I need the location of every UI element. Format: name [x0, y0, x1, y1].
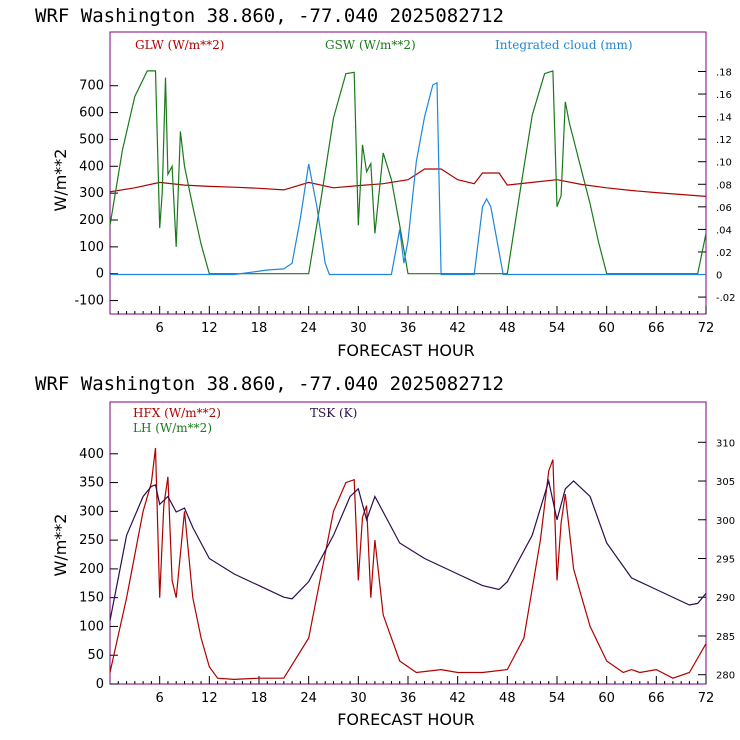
top-y-label: W/m**2	[51, 149, 70, 212]
x-tick-label: 48	[499, 691, 516, 706]
series-line-integrated	[110, 81, 706, 276]
y-tick-label: 250	[79, 533, 104, 548]
x-tick-label: 12	[201, 321, 218, 336]
y2-tick-label: -.02	[716, 293, 736, 304]
bottom-y-label: W/m**2	[51, 514, 70, 577]
x-tick-label: 30	[350, 321, 367, 336]
top-chart-title: WRF Washington 38.860, -77.040 202508271…	[35, 5, 504, 27]
y2-tick-label: .14	[716, 113, 732, 124]
y2-tick-label: 310	[716, 438, 735, 449]
top-y-axis: -100 0 100 200 300 400 500 600 700	[74, 79, 118, 309]
y-tick-label: 700	[79, 79, 104, 94]
bottom-x-label: FORECAST HOUR	[337, 710, 475, 729]
bottom-y-axis: 0 50 100 150 200 250 300 350 400	[79, 447, 118, 692]
series-line-hfx	[109, 447, 707, 681]
bottom-y2-axis: 280 285 290 295 300 305 310	[698, 438, 735, 682]
y2-tick-label: .08	[716, 180, 732, 191]
top-chart: WRF Washington 38.860, -77.040 202508271…	[35, 5, 736, 360]
bottom-plot-frame	[109, 401, 707, 685]
y-tick-label: 300	[79, 504, 104, 519]
series-line-glw	[109, 168, 707, 197]
x-tick-label: 30	[350, 691, 367, 706]
top-x-label: FORECAST HOUR	[337, 341, 475, 360]
top-series-group	[109, 70, 707, 276]
y2-tick-label: .18	[716, 67, 732, 78]
x-tick-label: 42	[449, 321, 466, 336]
y-tick-label: 600	[79, 106, 104, 121]
series-line-tsk	[109, 478, 707, 621]
x-tick-label: 72	[698, 691, 715, 706]
x-tick-label: 66	[648, 321, 665, 336]
y2-tick-label: 295	[716, 554, 735, 565]
y-tick-label: 300	[79, 186, 104, 201]
x-tick-label: 36	[400, 321, 417, 336]
x-tick-label: 48	[499, 321, 516, 336]
x-tick-label: 72	[698, 321, 715, 336]
y-tick-label: 200	[79, 213, 104, 228]
y2-tick-label: .10	[716, 158, 732, 169]
bottom-x-axis: 6 12 18 24 30 36 42 48 54 60 66 72	[117, 676, 715, 706]
x-tick-label: 24	[300, 691, 317, 706]
x-tick-label: 24	[300, 321, 317, 336]
legend-glw: GLW (W/m**2)	[135, 38, 224, 52]
x-tick-label: 12	[201, 691, 218, 706]
x-tick-label: 18	[251, 321, 268, 336]
x-tick-label: 54	[549, 691, 566, 706]
y2-tick-label: 0	[716, 271, 722, 282]
series-line-gsw	[109, 70, 707, 275]
y-tick-label: 50	[87, 648, 104, 663]
y2-tick-label: .12	[716, 135, 732, 146]
x-tick-label: 36	[400, 691, 417, 706]
x-tick-label: 6	[156, 321, 164, 336]
y-tick-label: 400	[79, 159, 104, 174]
y2-tick-label: .02	[716, 248, 732, 259]
y2-tick-label: 290	[716, 593, 735, 604]
x-tick-label: 6	[156, 691, 164, 706]
x-tick-label: 60	[598, 321, 615, 336]
top-y2-axis: -.02 0 .02 .04 .06 .08 .10 .12 .14 .16 .18	[698, 67, 736, 304]
x-tick-label: 66	[648, 691, 665, 706]
legend-cloud: Integrated cloud (mm)	[495, 38, 633, 52]
legend-lh: LH (W/m**2)	[133, 421, 212, 435]
y-tick-label: 100	[79, 240, 104, 255]
y-tick-label: -100	[74, 294, 104, 309]
x-tick-label: 18	[251, 691, 268, 706]
y2-tick-label: .16	[716, 90, 732, 101]
y-tick-label: 200	[79, 562, 104, 577]
legend-hfx: HFX (W/m**2)	[133, 406, 221, 420]
y2-tick-label: 280	[716, 671, 735, 682]
y-tick-label: 0	[96, 677, 104, 692]
x-tick-label: 42	[449, 691, 466, 706]
legend-gsw: GSW (W/m**2)	[325, 38, 416, 52]
bottom-chart: WRF Washington 38.860, -77.040 202508271…	[35, 373, 735, 729]
bottom-series-group	[109, 447, 707, 681]
y2-tick-label: 305	[716, 477, 735, 488]
bottom-chart-title: WRF Washington 38.860, -77.040 202508271…	[35, 373, 504, 395]
y-tick-label: 350	[79, 476, 104, 491]
y2-tick-label: .06	[716, 203, 732, 214]
x-tick-label: 60	[598, 691, 615, 706]
y-tick-label: 0	[96, 267, 104, 282]
x-tick-label: 54	[549, 321, 566, 336]
y2-tick-label: 285	[716, 632, 735, 643]
y-tick-label: 500	[79, 132, 104, 147]
top-x-axis: 6 12 18 24 30 36 42 48 54 60 66 72	[117, 306, 715, 336]
y2-tick-label: .04	[716, 225, 732, 236]
y-tick-label: 400	[79, 447, 104, 462]
legend-tsk: TSK (K)	[310, 406, 357, 420]
y-tick-label: 100	[79, 619, 104, 634]
y-tick-label: 150	[79, 591, 104, 606]
y2-tick-label: 300	[716, 516, 735, 527]
